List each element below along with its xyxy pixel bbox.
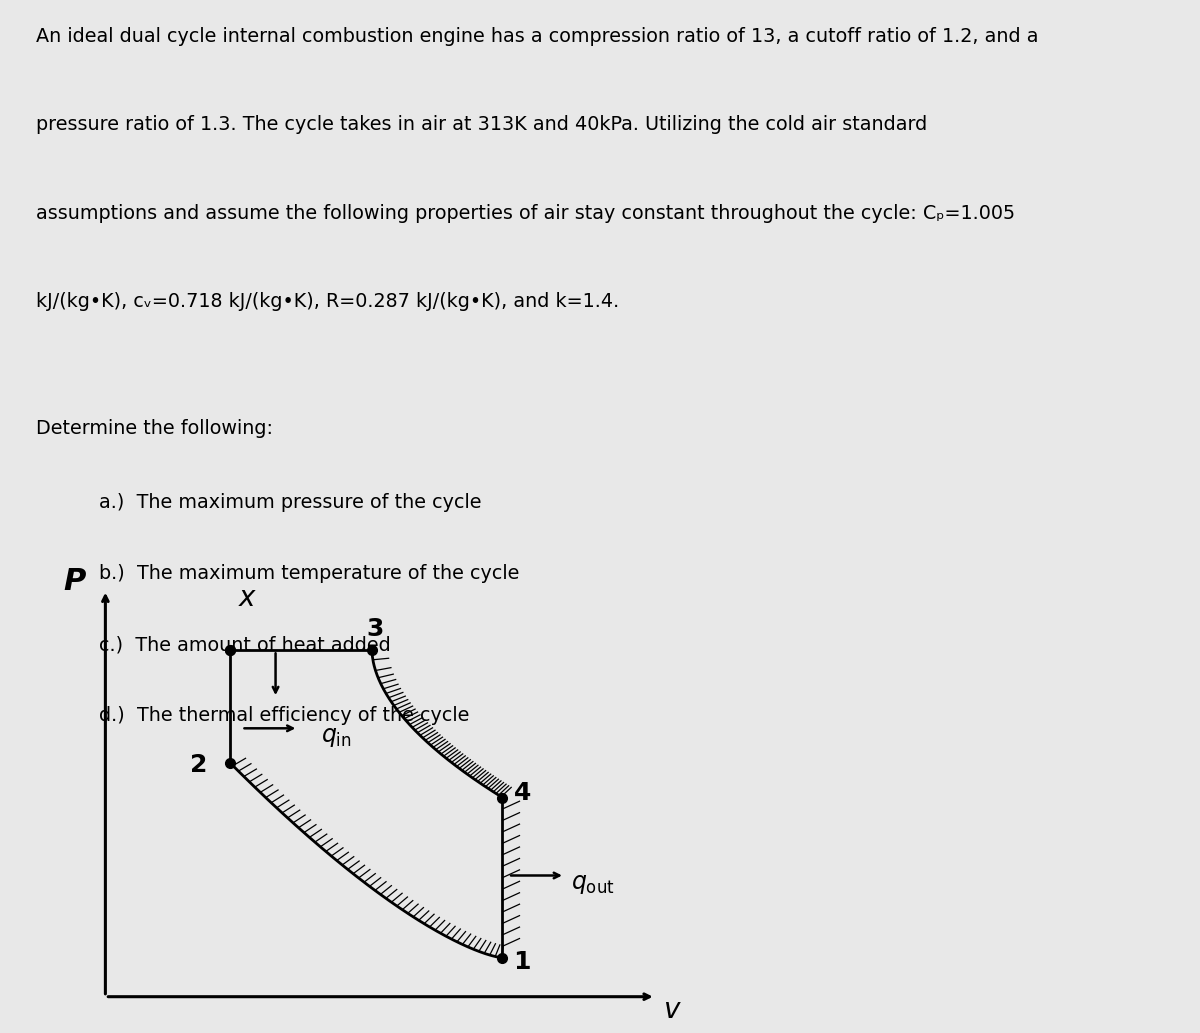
Text: kJ/(kg•K), cᵥ=0.718 kJ/(kg•K), R=0.287 kJ/(kg•K), and k=1.4.: kJ/(kg•K), cᵥ=0.718 kJ/(kg•K), R=0.287 k…	[36, 291, 619, 311]
Text: b.)  The maximum temperature of the cycle: b.) The maximum temperature of the cycle	[100, 564, 520, 584]
Text: An ideal dual cycle internal combustion engine has a compression ratio of 13, a : An ideal dual cycle internal combustion …	[36, 27, 1038, 46]
Text: Determine the following:: Determine the following:	[36, 419, 274, 438]
Text: c.)  The amount of heat added: c.) The amount of heat added	[100, 635, 391, 654]
Text: 3: 3	[366, 617, 384, 640]
Text: d.)  The thermal efficiency of the cycle: d.) The thermal efficiency of the cycle	[100, 707, 469, 725]
Text: a.)  The maximum pressure of the cycle: a.) The maximum pressure of the cycle	[100, 494, 482, 512]
Text: $q_{\mathrm{out}}$: $q_{\mathrm{out}}$	[570, 872, 614, 897]
Text: x: x	[239, 585, 256, 613]
Text: P: P	[62, 567, 85, 596]
Text: $q_{\mathrm{in}}$: $q_{\mathrm{in}}$	[320, 725, 352, 749]
Text: assumptions and assume the following properties of air stay constant throughout : assumptions and assume the following pro…	[36, 204, 1015, 222]
Text: 1: 1	[514, 950, 532, 974]
Text: pressure ratio of 1.3. The cycle takes in air at 313K and 40kPa. Utilizing the c: pressure ratio of 1.3. The cycle takes i…	[36, 116, 928, 134]
Text: 2: 2	[191, 753, 208, 777]
Text: v: v	[665, 996, 680, 1024]
Text: 4: 4	[514, 781, 532, 806]
